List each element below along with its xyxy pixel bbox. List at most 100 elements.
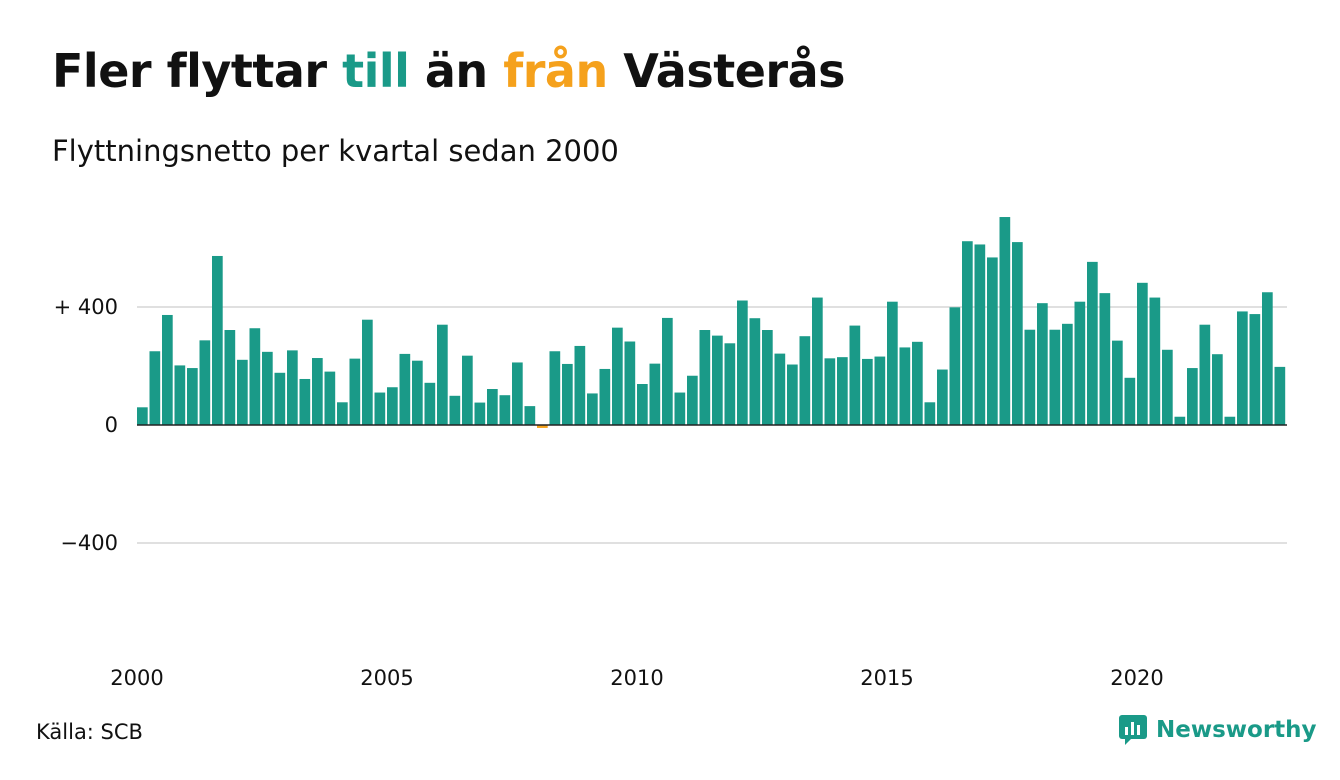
title-part-3: Västerås — [607, 44, 846, 98]
bar — [1124, 377, 1136, 425]
bar — [662, 317, 673, 425]
bar — [174, 365, 186, 425]
bar — [1187, 368, 1198, 425]
bar — [1037, 303, 1048, 425]
brand-name: Newsworthy — [1156, 717, 1317, 743]
bar — [512, 362, 523, 425]
bar — [149, 351, 161, 425]
title-highlight-out: från — [503, 44, 608, 98]
bar — [1199, 324, 1211, 425]
bar — [224, 330, 236, 425]
chart-subtitle: Flyttningsnetto per kvartal sedan 2000 — [52, 134, 619, 168]
bar — [1137, 282, 1148, 425]
bar — [362, 319, 373, 425]
bar — [787, 364, 798, 425]
bar — [774, 353, 786, 425]
bar — [624, 341, 636, 425]
bar — [849, 325, 861, 425]
bar — [1112, 340, 1123, 425]
bar — [387, 387, 398, 425]
bar — [599, 368, 611, 425]
bar — [824, 358, 836, 425]
bar — [837, 357, 848, 425]
bar — [862, 358, 873, 425]
bar — [887, 301, 898, 425]
bar — [349, 358, 361, 426]
bar — [724, 343, 736, 425]
bar — [937, 369, 948, 425]
bar — [612, 327, 623, 425]
bar — [712, 335, 723, 425]
bar — [987, 257, 998, 425]
bar — [1174, 416, 1186, 425]
bar — [699, 330, 711, 425]
bar — [1262, 292, 1273, 425]
bar — [924, 402, 936, 425]
bar — [462, 355, 473, 425]
y-tick-label: + 400 — [54, 295, 118, 319]
bar — [524, 406, 536, 425]
y-tick-label: −400 — [60, 531, 118, 555]
bar — [299, 378, 311, 425]
bar — [974, 244, 986, 425]
brand-logo: Newsworthy — [1118, 714, 1317, 746]
bar — [1237, 311, 1248, 425]
bar — [1162, 349, 1173, 425]
bar — [1099, 293, 1111, 425]
bar — [424, 382, 436, 425]
bar — [587, 393, 598, 425]
bar — [449, 395, 461, 425]
bar — [312, 358, 323, 425]
bar — [562, 363, 573, 425]
bar — [637, 384, 648, 425]
bar — [874, 356, 886, 425]
bar — [687, 375, 698, 425]
bar — [1024, 329, 1036, 425]
bar — [1212, 354, 1223, 425]
bar — [162, 314, 173, 425]
bar — [212, 255, 223, 425]
bar — [1274, 366, 1286, 425]
bar — [199, 340, 211, 425]
bar — [499, 395, 511, 425]
bar — [949, 307, 961, 425]
bar — [374, 392, 386, 425]
bar — [1149, 297, 1161, 425]
title-part-2: än — [409, 44, 504, 98]
bar — [1087, 261, 1098, 425]
bar — [137, 407, 148, 425]
bar — [574, 345, 586, 425]
bar — [412, 360, 423, 425]
bar — [237, 359, 248, 425]
x-tick-label: 2015 — [860, 666, 913, 690]
bar — [324, 371, 336, 425]
bar — [549, 351, 561, 425]
bars — [137, 217, 1286, 428]
bar — [187, 368, 198, 425]
chart-title: Fler flyttar till än från Västerås — [52, 44, 846, 98]
bar — [287, 350, 298, 425]
bar — [912, 341, 923, 425]
bar — [474, 402, 486, 425]
bar — [674, 392, 686, 425]
newsworthy-logo-icon — [1119, 715, 1147, 745]
x-tick-label: 2010 — [610, 666, 663, 690]
bar — [1249, 314, 1261, 425]
bar — [262, 351, 273, 425]
bar — [1012, 242, 1023, 425]
bar — [1224, 416, 1236, 425]
x-tick-label: 2020 — [1110, 666, 1163, 690]
bar — [737, 300, 748, 425]
title-highlight-in: till — [342, 44, 410, 98]
bar — [337, 402, 348, 425]
bar — [812, 297, 823, 425]
bar — [1074, 301, 1086, 425]
y-tick-label: 0 — [105, 413, 118, 437]
x-tick-label: 2005 — [360, 666, 413, 690]
bar — [399, 353, 411, 425]
axes: + 400 0 −400 2000 2005 2010 2015 2020 — [54, 295, 1287, 690]
bar — [762, 330, 773, 425]
bar — [487, 389, 498, 425]
source-note: Källa: SCB — [36, 720, 143, 744]
